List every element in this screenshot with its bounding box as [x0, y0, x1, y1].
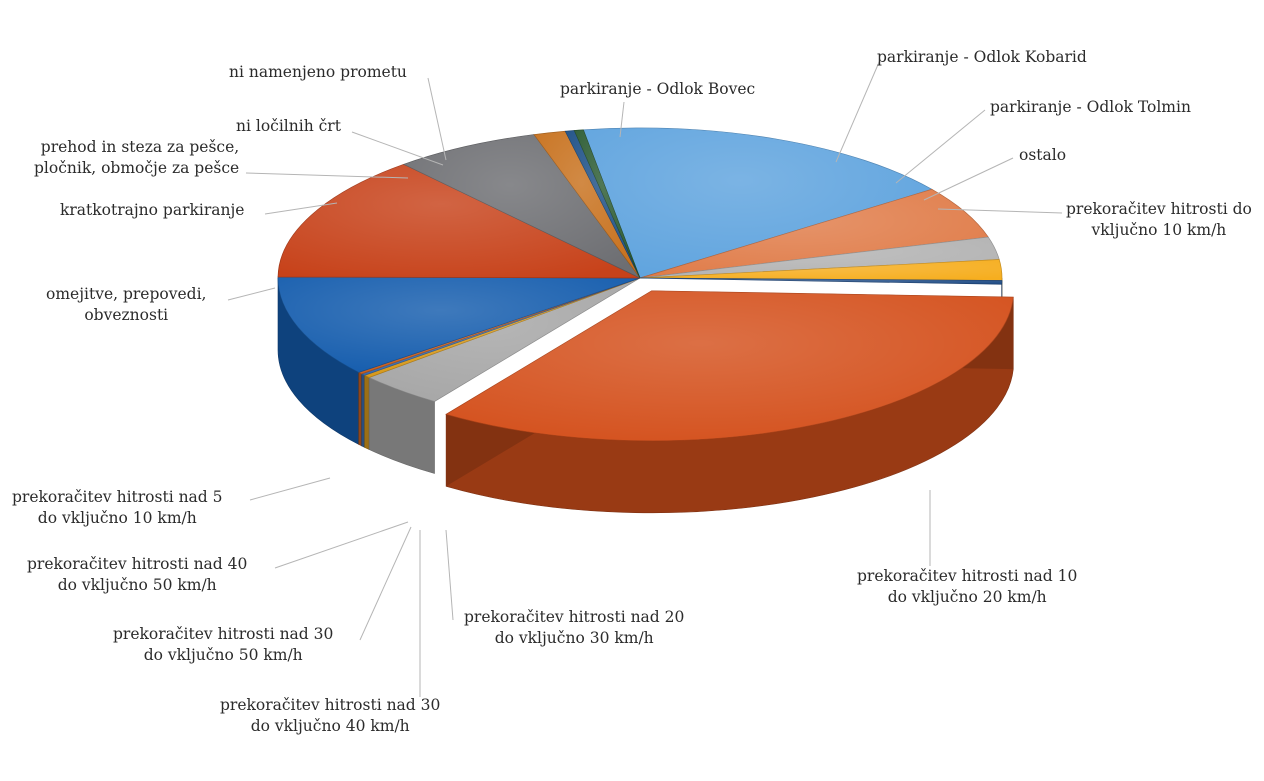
slice-shine-0 [583, 128, 932, 278]
label-parkiranje-bovec: parkiranje - Odlok Bovec [560, 80, 756, 98]
label-ni-namenjeno-prometu: ni namenjeno prometu [229, 63, 407, 81]
label-parkiranje-kobarid: parkiranje - Odlok Kobarid [877, 48, 1087, 66]
label-ni-locilnih-crt: ni ločilnih črt [236, 117, 341, 135]
leader-line-1 [835, 59, 881, 163]
slice-shine-3 [640, 259, 1002, 281]
slice-shine-5 [446, 290, 1014, 441]
slice-shine-15 [574, 129, 640, 278]
leader-line-14 [351, 131, 444, 166]
slice-side-8 [361, 373, 365, 448]
leader-line-9 [274, 521, 409, 569]
label-kratkotrajno-parkiranje: kratkotrajno parkiranje [60, 201, 245, 219]
slice-shine-10 [278, 276, 640, 373]
leader-lines [227, 59, 1063, 697]
label-prekoracitev-do-10: prekoračitev hitrosti do vključno 10 km/… [1066, 200, 1252, 239]
label-prekoracitev-nad-30-40: prekoračitev hitrosti nad 30 do vključno… [220, 696, 441, 735]
slice-side-7 [364, 374, 370, 450]
leader-line-15 [427, 77, 447, 161]
slice-tops [277, 127, 1014, 442]
leader-line-4 [937, 208, 1063, 214]
slice-shine-2 [640, 237, 1000, 278]
label-prekoracitev-nad-40: prekoračitev hitrosti nad 40 do vključno… [27, 555, 248, 594]
slice-shine-7 [364, 278, 640, 378]
label-prekoracitev-nad-5: prekoračitev hitrosti nad 5 do vključno … [12, 488, 223, 527]
slice-shine-13 [534, 131, 640, 278]
slice-shine-12 [403, 134, 640, 278]
leader-line-10 [249, 477, 331, 501]
leader-line-12 [264, 202, 338, 215]
label-prekoracitev-nad-20: prekoračitev hitrosti nad 20 do vključno… [464, 608, 685, 647]
slice-shine-1 [640, 189, 989, 278]
leader-line-0 [619, 101, 625, 138]
slice-shine-4 [640, 278, 1002, 285]
slice-shine-6 [369, 278, 640, 402]
slice-shine-14 [565, 130, 640, 278]
leader-line-11 [227, 287, 276, 301]
label-ostalo: ostalo [1019, 146, 1067, 164]
leader-line-2 [895, 109, 986, 184]
leader-line-6 [445, 529, 454, 621]
label-prekoracitev-nad-10: prekoračitev hitrosti nad 10 do vključno… [857, 567, 1078, 606]
slice-shine-11 [278, 164, 640, 278]
leader-line-13 [245, 172, 409, 179]
label-parkiranje-tolmin: parkiranje - Odlok Tolmin [990, 98, 1191, 116]
slice-side-9 [358, 371, 362, 447]
leader-line-8 [359, 526, 412, 641]
label-prehod-pesci: prehod in steza za pešce, pločnik, območ… [34, 138, 240, 177]
label-prekoracitev-nad-30-50: prekoračitev hitrosti nad 30 do vključno… [113, 625, 334, 664]
leader-line-3 [923, 157, 1014, 201]
label-omejitve: omejitve, prepovedi, obveznosti [46, 285, 207, 324]
